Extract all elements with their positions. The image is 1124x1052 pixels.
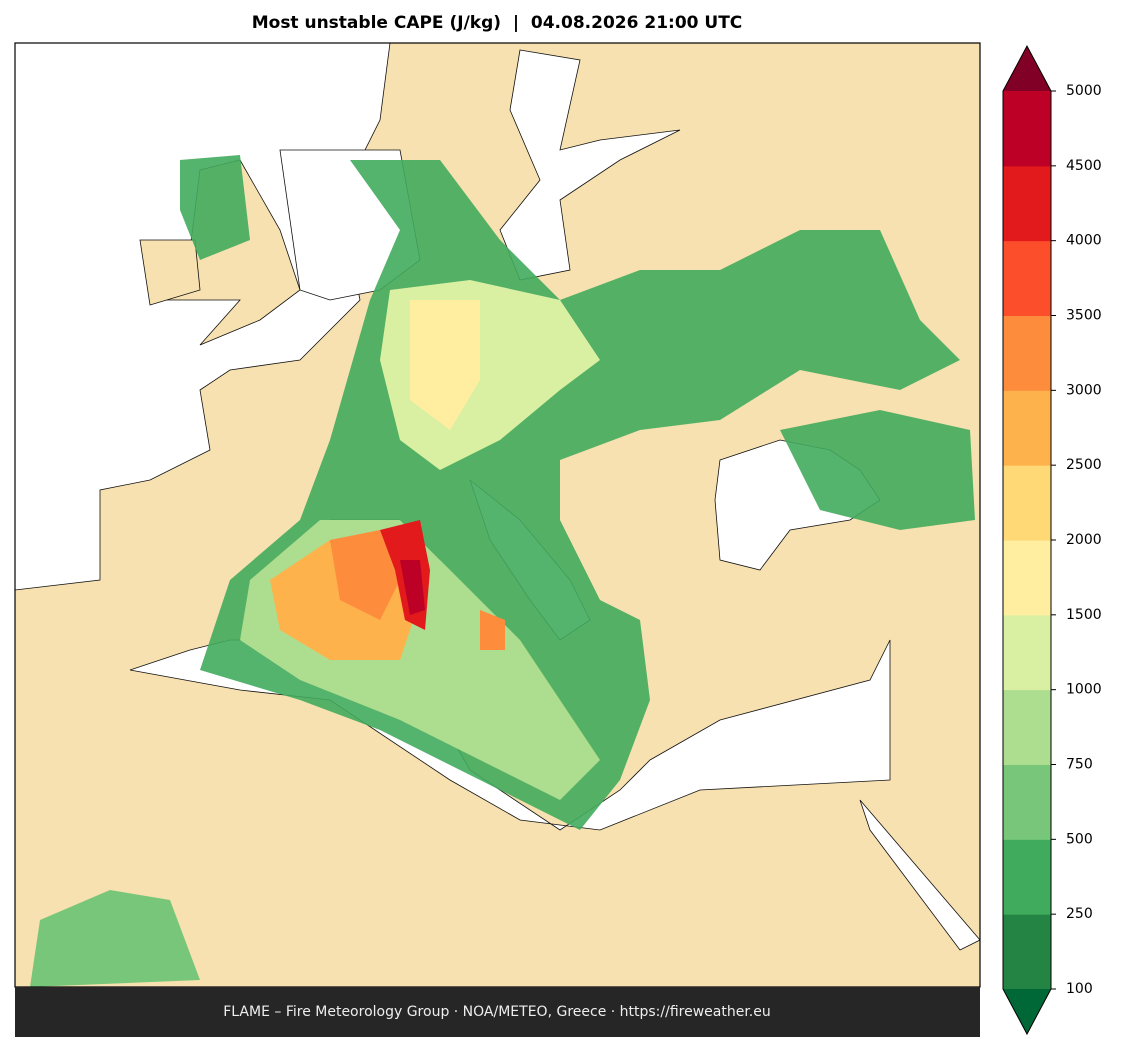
colorbar: 100 250 500 750 1000 1500 2000 2500 3000 3500 4000… xyxy=(1002,44,1102,1036)
colorbar-over xyxy=(1003,46,1051,91)
colorbar-segment xyxy=(1003,839,1051,915)
colorbar-tick-label: 2500 xyxy=(1066,457,1102,473)
colorbar-tick-label: 750 xyxy=(1066,757,1093,773)
colorbar-segment xyxy=(1003,465,1051,541)
colorbar-segment xyxy=(1003,165,1051,242)
colorbar-segment xyxy=(1003,764,1051,840)
islands xyxy=(139,159,301,346)
colorbar-tick-label: 4500 xyxy=(1066,158,1102,174)
colorbar-tick-label: 100 xyxy=(1066,981,1093,997)
colorbar-under xyxy=(1003,989,1051,1034)
colorbar-segment xyxy=(1003,240,1051,316)
footer-bar xyxy=(15,987,980,1037)
colorbar-segment xyxy=(1003,540,1051,616)
colorbar-segment xyxy=(1003,315,1051,391)
map xyxy=(14,42,981,988)
colorbar-tick-label: 2000 xyxy=(1066,532,1102,548)
title: Most unstable CAPE (J/kg) | 04.08.2026 2… xyxy=(252,13,743,33)
colorbar-segment xyxy=(1003,91,1051,167)
colorbar-segment xyxy=(1003,614,1051,691)
colorbar-tick-label: 1000 xyxy=(1066,682,1102,698)
colorbar-tick-label: 1500 xyxy=(1066,607,1102,623)
footer: FLAME – Fire Meteorology Group · NOA/MET… xyxy=(223,1004,771,1020)
colorbar-tick-label: 500 xyxy=(1066,831,1093,847)
colorbar-tick-label: 4000 xyxy=(1066,233,1102,249)
colorbar-tick-label: 3500 xyxy=(1066,308,1102,324)
colorbar-tick-label: 250 xyxy=(1066,906,1093,922)
colorbar-segment xyxy=(1003,689,1051,765)
colorbar-segment xyxy=(1003,390,1051,466)
colorbar-segment xyxy=(1003,914,1051,990)
colorbar-tick-label: 3000 xyxy=(1066,382,1102,398)
cape-field xyxy=(30,155,975,987)
colorbar-tick-label: 5000 xyxy=(1066,83,1102,99)
